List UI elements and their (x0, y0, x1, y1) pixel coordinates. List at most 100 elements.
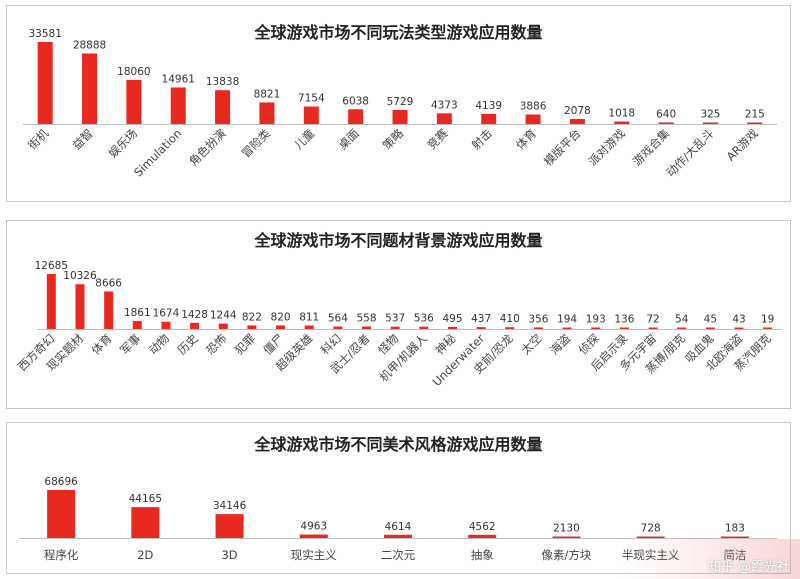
category-label: 抽象 (471, 548, 494, 562)
bar (247, 325, 257, 329)
data-label: 194 (557, 314, 577, 326)
category-label: 海盗 (547, 331, 573, 357)
data-label: 136 (614, 314, 634, 326)
category-label: 历史 (175, 331, 202, 358)
data-label: 1861 (124, 307, 151, 319)
bar (299, 534, 328, 538)
bar (505, 327, 515, 329)
chart-title: 全球游戏市场不同题材背景游戏应用数量 (253, 231, 542, 250)
bar (333, 326, 343, 329)
data-label: 6038 (342, 95, 369, 107)
bar (82, 53, 98, 124)
bar (533, 327, 543, 329)
category-label: 冒险类 (239, 126, 274, 161)
category-label: 程序化 (44, 548, 79, 562)
data-label: 5729 (387, 96, 414, 108)
bar (648, 327, 658, 329)
bar (436, 113, 452, 124)
bar (619, 327, 629, 329)
data-label: 1428 (181, 309, 208, 321)
bar (215, 514, 244, 538)
data-label: 4562 (469, 521, 496, 533)
category-label: 简洁 (723, 548, 746, 562)
category-label: 军事 (117, 331, 143, 357)
data-label: 183 (725, 523, 745, 535)
bar (720, 536, 749, 538)
bar (190, 322, 200, 329)
data-label: 54 (675, 314, 689, 326)
data-label: 13838 (206, 76, 239, 88)
bar (614, 121, 630, 124)
category-label: 体育 (89, 331, 115, 357)
chart-theme-background: 全球游戏市场不同题材背景游戏应用数量12685西方奇幻10326现实题材8666… (15, 231, 782, 389)
data-label: 1244 (210, 310, 237, 322)
category-label: 2D (137, 548, 153, 562)
data-label: 28888 (73, 39, 106, 51)
data-label: 410 (500, 313, 520, 325)
data-label: 356 (528, 313, 548, 325)
data-label: 495 (442, 313, 462, 325)
data-label: 19 (761, 314, 774, 326)
category-label: 模版平台 (541, 126, 583, 168)
data-label: 12685 (35, 260, 68, 272)
category-label: 恐怖 (203, 331, 229, 357)
category-label: 犯罪 (232, 331, 258, 357)
data-label: 728 (641, 523, 661, 535)
category-label: 娱乐场 (106, 126, 140, 160)
category-label: 益智 (69, 126, 95, 152)
bar (390, 326, 400, 329)
bar (126, 79, 142, 124)
chart-title: 全球游戏市场不同玩法类型游戏应用数量 (253, 23, 542, 42)
bar (259, 102, 275, 124)
data-label: 820 (271, 311, 291, 323)
bar (37, 42, 53, 124)
data-label: 10326 (63, 270, 97, 282)
data-label: 4614 (385, 521, 412, 533)
bar (161, 321, 171, 329)
bar (591, 327, 601, 329)
bar (75, 284, 85, 329)
data-label: 4373 (431, 99, 458, 111)
bar (47, 490, 76, 538)
category-label: 派对游戏 (585, 126, 628, 169)
bar (46, 274, 56, 329)
category-label: AR游戏 (724, 126, 762, 164)
category-label: 动物 (146, 331, 172, 357)
bar (384, 534, 412, 538)
bar (747, 122, 763, 124)
bar (218, 323, 228, 329)
bar (170, 87, 186, 124)
category-label: 角色扮演 (186, 126, 228, 168)
data-label: 325 (700, 109, 720, 121)
bar (392, 110, 408, 124)
data-label: 215 (745, 109, 765, 121)
bar (562, 327, 572, 329)
data-label: 822 (242, 311, 262, 323)
bar (481, 113, 497, 124)
chart-panel-gameplay: 全球游戏市场不同玩法类型游戏应用数量 33581 街机 28888 益智 18060 娱乐场… (6, 5, 791, 202)
category-label: Simulation (131, 126, 184, 179)
category-label: 体育 (513, 126, 539, 152)
data-label: 4139 (475, 100, 502, 112)
bar (525, 114, 541, 124)
category-label: 二次元 (381, 548, 416, 562)
category-label: 半现实主义 (622, 548, 680, 562)
bar (419, 326, 429, 329)
data-label: 2078 (564, 105, 591, 117)
category-label: 太空 (518, 331, 544, 357)
watermark: 知乎 @霞光社 (707, 560, 790, 575)
chart-panel-art-style: 全球游戏市场不同美术风格游戏应用数量 68696 程序化 44165 2D 34146 3D… (6, 422, 791, 574)
bar (303, 106, 319, 124)
data-label: 72 (646, 314, 659, 326)
data-label: 7154 (298, 93, 325, 105)
data-label: 4963 (300, 521, 327, 533)
data-label: 44165 (129, 493, 162, 505)
bar (658, 122, 674, 124)
data-label: 14961 (162, 73, 195, 85)
data-label: 45 (704, 314, 717, 326)
bar (447, 326, 457, 329)
data-label: 811 (299, 311, 319, 323)
chart-art-style: 全球游戏市场不同美术风格游戏应用数量 68696 程序化 44165 2D 34146 3D… (19, 435, 777, 562)
chart-gameplay-types: 全球游戏市场不同玩法类型游戏应用数量 33581 街机 28888 益智 18060 娱乐场… (23, 23, 777, 180)
data-label: 68696 (44, 476, 78, 488)
